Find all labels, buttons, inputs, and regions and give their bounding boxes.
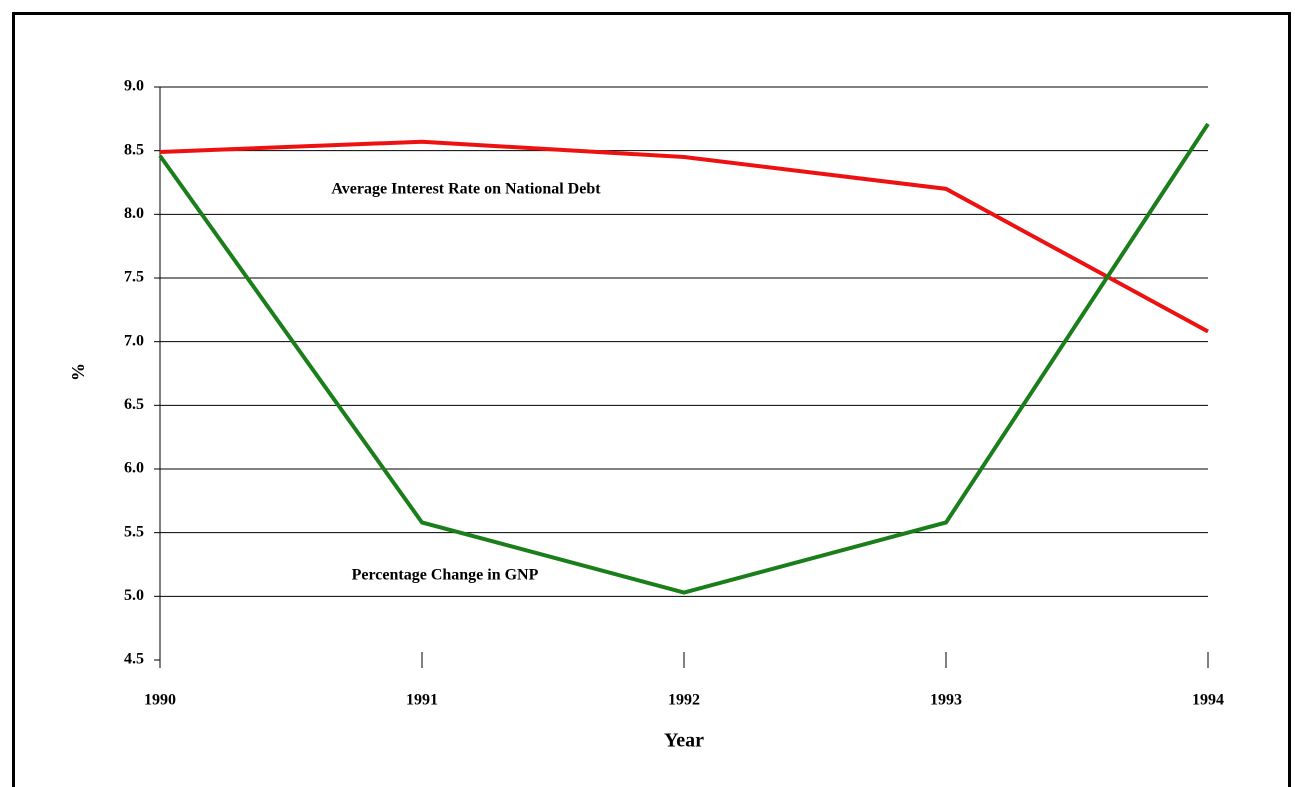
y-tick-label: 8.5 xyxy=(124,141,144,158)
series-label: Percentage Change in GNP xyxy=(352,567,539,584)
x-tick-label: 1992 xyxy=(668,692,700,709)
x-tick-label: 1991 xyxy=(406,692,438,709)
y-tick-label: 7.0 xyxy=(124,332,144,349)
x-tick-label: 1990 xyxy=(144,692,176,709)
y-axis-label: % xyxy=(68,363,88,381)
y-tick-label: 8.0 xyxy=(124,205,144,222)
series-label: Average Interest Rate on National Debt xyxy=(331,181,601,198)
y-tick-label: 4.5 xyxy=(124,651,144,668)
series-line xyxy=(158,122,1210,595)
y-tick-label: 6.0 xyxy=(124,460,144,477)
x-tick-label: 1994 xyxy=(1192,692,1224,709)
y-tick-label: 7.5 xyxy=(124,269,144,286)
frame xyxy=(12,12,1291,787)
series-line xyxy=(159,139,1209,334)
x-tick-label: 1993 xyxy=(930,692,962,709)
y-tick-label: 5.0 xyxy=(124,587,144,604)
y-tick-label: 9.0 xyxy=(124,78,144,95)
y-tick-label: 6.5 xyxy=(124,396,144,413)
x-axis-label: Year xyxy=(664,730,704,752)
y-tick-label: 5.5 xyxy=(124,523,144,540)
